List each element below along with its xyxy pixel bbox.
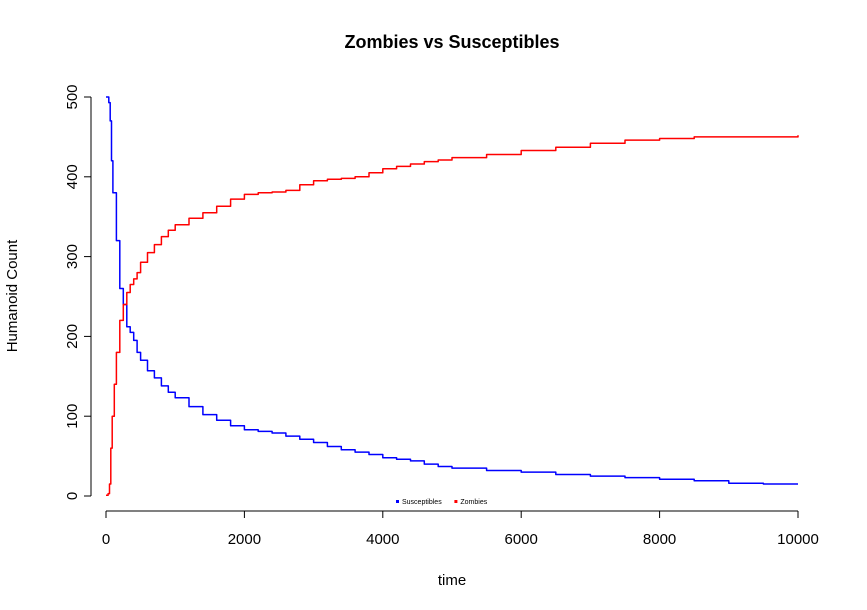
x-axis: 0 2000 4000 6000 8000 10000	[102, 510, 819, 548]
legend: Susceptibles Zombies	[396, 499, 488, 506]
series-line-susceptibles	[106, 96, 798, 485]
legend-swatch-susceptibles	[396, 500, 399, 503]
x-tick-label: 4000	[366, 531, 399, 548]
y-axis-label: Humanoid Count	[4, 239, 21, 352]
chart-title: Zombies vs Susceptibles	[344, 32, 559, 52]
y-tick-label: 200	[64, 324, 81, 349]
x-tick-label: 8000	[643, 531, 676, 548]
y-axis: 0 100 200 300 400 500	[64, 84, 92, 500]
series-layer	[106, 96, 799, 496]
y-tick-label: 0	[64, 492, 81, 500]
series-line-zombies	[106, 135, 799, 496]
x-axis-label: time	[438, 572, 466, 589]
legend-label-zombies: Zombies	[460, 499, 487, 506]
legend-label-susceptibles: Susceptibles	[402, 499, 442, 506]
x-tick-label: 0	[102, 531, 110, 548]
y-tick-label: 400	[64, 164, 81, 189]
x-tick-label: 10000	[777, 531, 819, 548]
x-tick-label: 6000	[505, 531, 538, 548]
y-tick-label: 300	[64, 244, 81, 269]
x-tick-label: 2000	[228, 531, 261, 548]
y-tick-label: 500	[64, 84, 81, 109]
y-tick-label: 100	[64, 404, 81, 429]
legend-swatch-zombies	[454, 500, 458, 503]
